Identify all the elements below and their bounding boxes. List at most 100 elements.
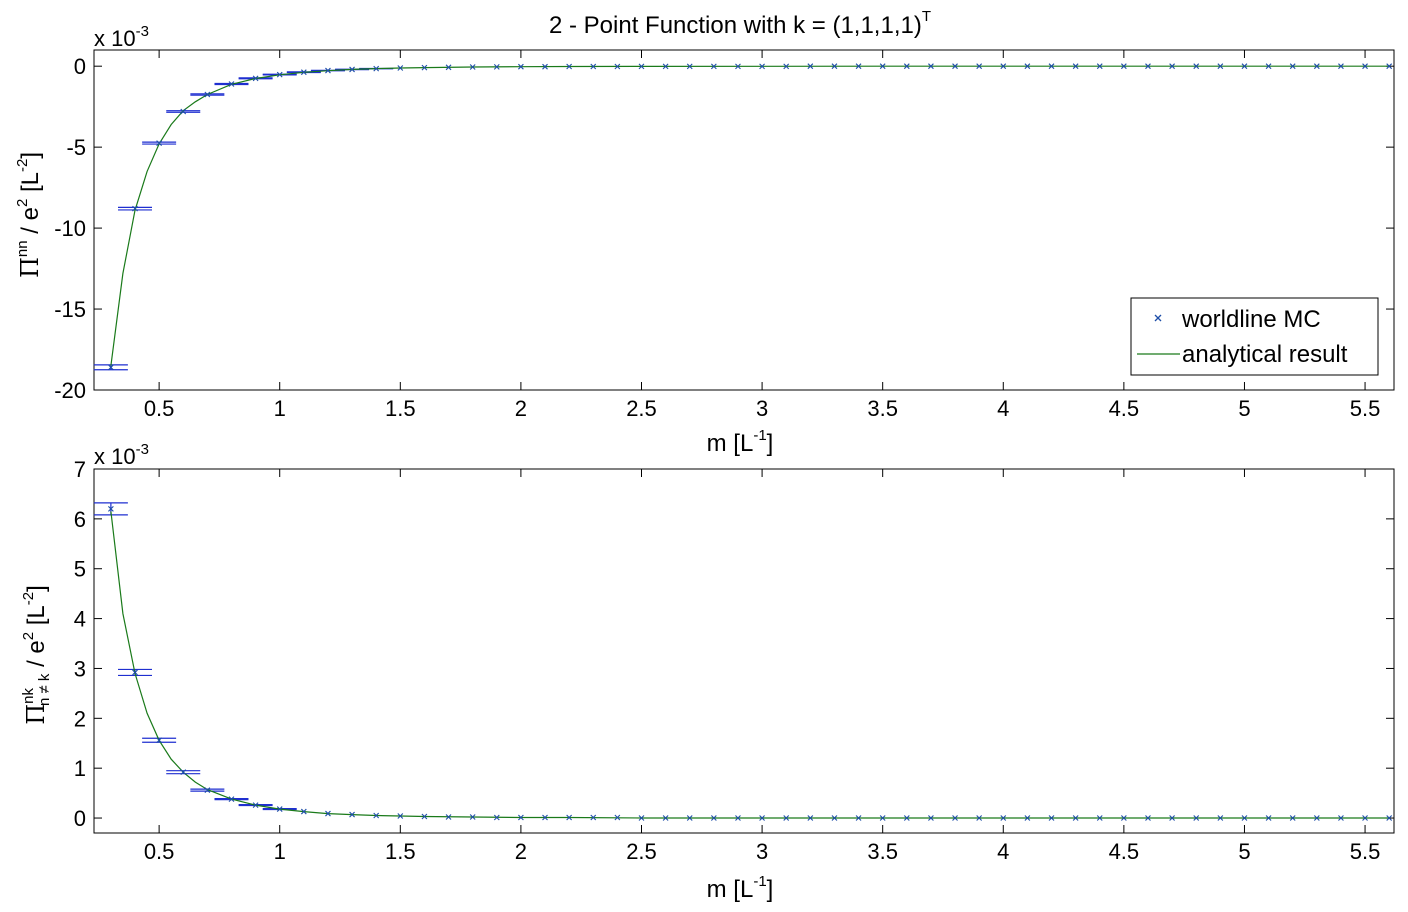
data-point-marker: [686, 815, 693, 821]
data-point-marker: [735, 63, 741, 70]
top-y-axis-label-end: ]: [17, 152, 44, 159]
data-point-marker: [1338, 815, 1344, 821]
data-point-marker: [228, 796, 235, 802]
data-point-marker: [252, 802, 259, 808]
y-tick-label: -5: [66, 135, 86, 160]
data-point-marker: [1193, 815, 1200, 821]
data-point-marker: [1338, 63, 1344, 70]
y-tick-label: 2: [74, 706, 86, 731]
data-point-marker: [1096, 63, 1103, 70]
data-point-marker: [952, 815, 958, 821]
data-point-marker: [325, 810, 331, 817]
chart-title-superscript: T: [922, 8, 931, 25]
data-point-marker: [228, 81, 235, 87]
data-point-marker: [638, 815, 645, 821]
bottom-y-axis-label-bracket: [L: [23, 605, 50, 632]
y-tick-label: 3: [74, 656, 86, 681]
x-tick-label: 1: [274, 396, 286, 421]
y-tick-label: -20: [54, 378, 86, 403]
data-point-marker: [662, 63, 669, 70]
x-tick-label: 4: [997, 839, 1009, 864]
x-tick-label: 3: [756, 839, 768, 864]
x-tick-label: 3.5: [867, 839, 898, 864]
x-tick-label: 1: [274, 839, 286, 864]
legend-entry-analytical: analytical result: [1182, 341, 1348, 368]
data-point-marker: [807, 63, 814, 70]
bottom-y-axis-label-pi: Π: [22, 704, 50, 725]
top-y-exponent-text: x 10: [94, 26, 136, 51]
data-point-marker: [1072, 815, 1079, 821]
top-x-tick-labels: 0.5 1 1.5 2 2.5 3 3.5 4 4.5 5 5.5: [144, 396, 1381, 421]
x-tick-label: 4: [997, 396, 1009, 421]
y-tick-label: 6: [74, 507, 86, 532]
data-point-marker: [397, 813, 404, 819]
x-tick-label: 5: [1238, 396, 1250, 421]
top-axis-ticks: [94, 50, 1394, 391]
x-tick-label: 2: [515, 396, 527, 421]
data-point-marker: [1362, 63, 1368, 70]
bottom-x-tick-labels: 0.5 1 1.5 2 2.5 3 3.5 4 4.5 5 5.5: [144, 839, 1381, 864]
data-point-marker: [1362, 815, 1368, 821]
bottom-y-exponent-text: x 10: [94, 444, 136, 469]
data-point-marker: [1024, 815, 1031, 821]
data-point-marker: [180, 108, 187, 115]
data-point-marker: [349, 66, 355, 73]
data-point-marker: [349, 811, 355, 818]
x-tick-label: 2.5: [626, 839, 657, 864]
data-point-marker: [1145, 63, 1151, 70]
data-point-marker: [204, 787, 211, 794]
bottom-y-tick-labels: 0 1 2 3 4 5 6 7: [74, 457, 86, 831]
bottom-plot-area: [93, 468, 1395, 834]
data-point-marker: [1072, 63, 1079, 70]
data-point-marker: [1145, 815, 1151, 821]
legend-entry-mc: worldline MC: [1181, 306, 1321, 333]
legend: worldline MC analytical result: [1130, 297, 1379, 376]
data-point-marker: [1289, 815, 1296, 821]
x-tick-label: 4.5: [1109, 396, 1140, 421]
bottom-y-axis-label-mid: / e: [23, 640, 50, 673]
data-point-marker: [1120, 63, 1127, 70]
data-point-marker: [638, 63, 645, 70]
data-point-marker: [590, 63, 597, 70]
data-point-marker: [614, 814, 621, 821]
data-point-marker: [903, 63, 910, 70]
x-tick-label: 1.5: [385, 396, 416, 421]
data-point-marker: [132, 205, 138, 212]
data-point-marker: [903, 815, 910, 821]
bottom-axis-ticks: [94, 468, 1394, 833]
y-tick-label: 5: [74, 557, 86, 582]
data-point-marker: [1241, 815, 1248, 821]
y-tick-label: 4: [74, 607, 86, 632]
data-point-marker: [300, 69, 307, 76]
top-y-axis-label: Πnn / e2 [L-2]: [14, 152, 44, 278]
bottom-x-axis-label: m [L-1]: [707, 873, 774, 903]
data-point-marker: [132, 669, 138, 676]
data-point-marker: [542, 814, 548, 821]
top-x-axis-label-main: m [L: [707, 430, 754, 457]
data-point-marker: [300, 808, 307, 815]
data-point-marker: [855, 815, 862, 821]
data-point-marker: [710, 63, 717, 70]
data-point-marker: [855, 63, 862, 70]
x-tick-label: 1.5: [385, 839, 416, 864]
data-point-marker: [1265, 63, 1272, 70]
x-tick-label: 3: [756, 396, 768, 421]
x-tick-label: 0.5: [144, 396, 175, 421]
data-point-marker: [566, 814, 573, 821]
data-point-marker: [421, 813, 428, 820]
data-point-marker: [252, 75, 259, 82]
bottom-x-axis-label-main: m [L: [707, 876, 754, 903]
chart-title-text: 2 - Point Function with k = (1,1,1,1): [549, 12, 922, 39]
data-point-marker: [493, 63, 500, 70]
top-y-axis-label-mid: / e: [17, 207, 44, 240]
top-mc-markers: [107, 63, 1393, 371]
data-point-marker: [518, 814, 524, 821]
data-point-marker: [1241, 63, 1248, 70]
top-y-exponent: x 10-3: [94, 23, 149, 51]
data-point-marker: [831, 815, 838, 821]
data-point-marker: [759, 815, 765, 821]
data-point-marker: [445, 64, 452, 71]
data-point-marker: [1096, 815, 1103, 821]
top-x-axis-label-sup: -1: [753, 427, 766, 444]
